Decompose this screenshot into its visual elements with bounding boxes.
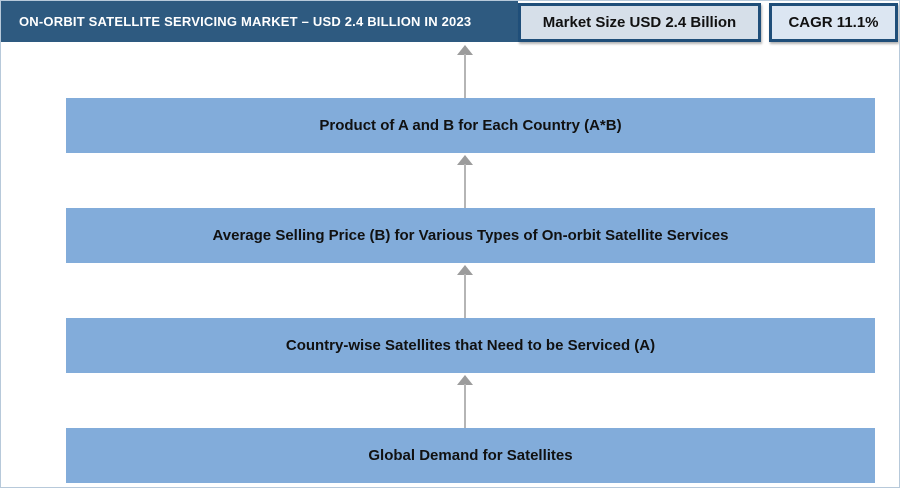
market-size-badge: Market Size USD 2.4 Billion (518, 3, 761, 42)
arrow-head-icon (457, 265, 473, 275)
up-arrow-4 (456, 375, 474, 428)
cagr-label: CAGR 11.1% (788, 14, 879, 31)
market-size-label: Market Size USD 2.4 Billion (542, 14, 737, 31)
flow-step-label: Global Demand for Satellites (368, 447, 573, 464)
flow-step-label: Average Selling Price (B) for Various Ty… (212, 227, 729, 244)
title-banner: ON-ORBIT SATELLITE SERVICING MARKET – US… (1, 1, 518, 42)
arrow-head-icon (457, 155, 473, 165)
up-arrow-3 (456, 265, 474, 318)
arrow-head-icon (457, 375, 473, 385)
flow-step-global-demand: Global Demand for Satellites (66, 428, 875, 483)
flow-step-product-a-b: Product of A and B for Each Country (A*B… (66, 98, 875, 153)
arrow-head-icon (457, 45, 473, 55)
arrow-stem (464, 164, 466, 208)
flow-step-average-selling-price: Average Selling Price (B) for Various Ty… (66, 208, 875, 263)
flow-step-label: Country-wise Satellites that Need to be … (285, 337, 656, 354)
up-arrow-2 (456, 155, 474, 208)
arrow-stem (464, 384, 466, 428)
cagr-badge: CAGR 11.1% (769, 3, 898, 42)
up-arrow-top (456, 45, 474, 98)
page-title: ON-ORBIT SATELLITE SERVICING MARKET – US… (19, 14, 472, 29)
flow-step-label: Product of A and B for Each Country (A*B… (319, 117, 622, 134)
arrow-stem (464, 54, 466, 98)
flow-step-country-wise-satellites: Country-wise Satellites that Need to be … (66, 318, 875, 373)
arrow-stem (464, 274, 466, 318)
